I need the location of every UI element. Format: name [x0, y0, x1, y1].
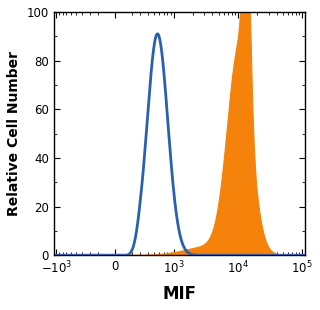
X-axis label: MIF: MIF [162, 285, 196, 303]
Y-axis label: Relative Cell Number: Relative Cell Number [7, 51, 21, 216]
